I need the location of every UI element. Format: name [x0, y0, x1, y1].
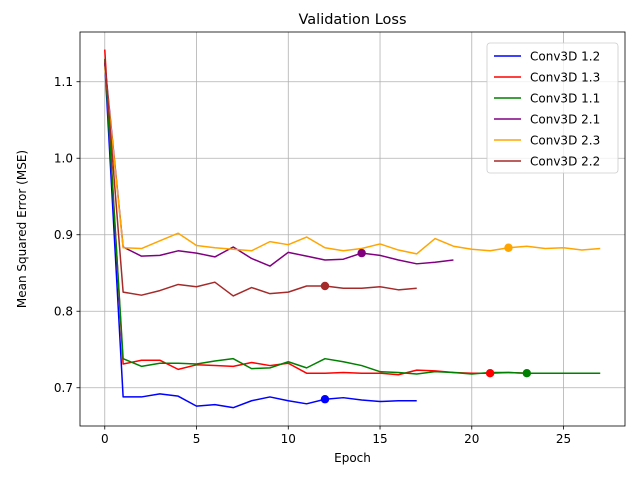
series-line-conv3d-1-2: [104, 62, 417, 409]
x-tick-label: 0: [101, 432, 109, 446]
series-lines: [104, 49, 601, 409]
best-point-conv3d-2-2: [320, 281, 330, 291]
best-markers: [320, 243, 532, 404]
best-point-conv3d-1-2: [320, 395, 330, 404]
legend: Conv3D 1.2 Conv3D 1.3 Conv3D 1.1 Conv3D 2.1…: [486, 42, 619, 174]
x-tick-label: 15: [372, 432, 387, 446]
series-line-conv3d-2-3: [104, 66, 601, 255]
axis-ticks: 0 5 10 15 20 25 0.7 0.8 0.9 1.0 1.1: [54, 75, 571, 446]
y-axis-label: Mean Squared Error (MSE): [15, 150, 29, 308]
series-line-conv3d-1-1: [104, 58, 601, 375]
best-point-conv3d-2-1: [357, 248, 366, 258]
legend-label-conv3d-1-3: Conv3D 1.3: [530, 71, 600, 85]
x-axis-label: Epoch: [334, 451, 371, 465]
best-point-conv3d-1-3: [485, 369, 495, 378]
x-tick-label: 10: [281, 432, 296, 446]
chart-title: Validation Loss: [298, 12, 406, 28]
best-point-conv3d-1-1: [522, 369, 532, 378]
x-tick-label: 20: [464, 432, 479, 446]
y-tick-label: 0.8: [54, 305, 73, 319]
legend-label-conv3d-1-2: Conv3D 1.2: [530, 50, 600, 64]
plot-frame: [79, 31, 626, 427]
series-line-conv3d-2-2: [104, 60, 417, 297]
legend-label-conv3d-1-1: Conv3D 1.1: [530, 92, 600, 106]
best-point-conv3d-2-3: [504, 243, 513, 252]
legend-label-conv3d-2-3: Conv3D 2.3: [530, 134, 600, 148]
legend-label-conv3d-2-1: Conv3D 2.1: [530, 113, 600, 127]
series-line-conv3d-2-1: [104, 62, 454, 267]
y-tick-label: 1.1: [54, 75, 73, 89]
y-tick-label: 1.0: [54, 152, 73, 166]
x-tick-label: 25: [556, 432, 571, 446]
x-tick-label: 5: [193, 432, 201, 446]
y-tick-label: 0.7: [54, 381, 73, 395]
legend-label-conv3d-2-2: Conv3D 2.2: [530, 155, 600, 169]
y-tick-label: 0.9: [54, 228, 73, 242]
